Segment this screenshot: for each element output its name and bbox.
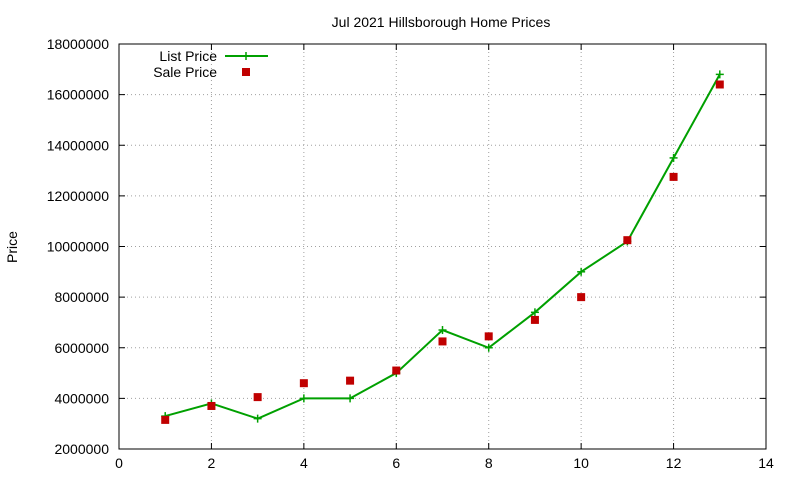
list-price-point bbox=[530, 308, 539, 317]
sale-price-point bbox=[161, 415, 170, 424]
x-tick-label: 14 bbox=[758, 455, 774, 471]
x-tick-label: 12 bbox=[666, 455, 682, 471]
y-tick-label: 6000000 bbox=[54, 340, 109, 356]
sale-price-point bbox=[530, 315, 539, 324]
axis-ticks: 0 2 4 6 8 10 12 14 2000000 4000000 6000000 8000000 1… bbox=[47, 36, 774, 471]
y-tick-label: 12000000 bbox=[47, 188, 110, 204]
y-tick-label: 18000000 bbox=[47, 36, 110, 52]
list-price-point bbox=[299, 394, 308, 403]
list-price-point bbox=[484, 343, 493, 352]
list-price-point bbox=[715, 70, 724, 79]
sale-price-point bbox=[715, 80, 724, 89]
x-tick-label: 4 bbox=[300, 455, 308, 471]
grid bbox=[119, 44, 766, 449]
sale-price-point bbox=[253, 393, 262, 402]
list-price-point bbox=[577, 267, 586, 276]
sale-price-point bbox=[623, 236, 632, 245]
y-tick-label: 2000000 bbox=[54, 441, 109, 457]
x-tick-label: 2 bbox=[208, 455, 216, 471]
sale-price-point bbox=[392, 366, 401, 375]
x-tick-label: 8 bbox=[485, 455, 493, 471]
sale-price-point bbox=[299, 379, 308, 388]
list-price-point bbox=[346, 394, 355, 403]
sale-price-point bbox=[346, 376, 355, 385]
y-tick-label: 4000000 bbox=[54, 390, 109, 406]
plot-frame bbox=[118, 43, 767, 450]
x-tick-label: 0 bbox=[115, 455, 123, 471]
legend-label: List Price bbox=[159, 48, 217, 64]
list-price-point bbox=[253, 414, 262, 423]
sale-price-point bbox=[484, 332, 493, 341]
sale-price-point bbox=[438, 337, 447, 346]
y-tick-label: 16000000 bbox=[47, 87, 110, 103]
sale-price-point bbox=[207, 401, 216, 410]
legend-swatch-square bbox=[242, 68, 250, 76]
list-price-line bbox=[164, 73, 721, 420]
legend-swatch-cross bbox=[242, 52, 250, 60]
x-tick-label: 10 bbox=[573, 455, 589, 471]
x-tick-label: 6 bbox=[392, 455, 400, 471]
list-price-point bbox=[669, 153, 678, 162]
y-tick-label: 10000000 bbox=[47, 239, 110, 255]
series bbox=[161, 70, 724, 424]
y-axis-label: Price bbox=[4, 231, 20, 263]
y-tick-label: 14000000 bbox=[47, 137, 110, 153]
sale-price-point bbox=[577, 293, 586, 302]
series-sale-price bbox=[161, 80, 724, 424]
list-price-point bbox=[438, 326, 447, 335]
chart-title: Jul 2021 Hillsborough Home Prices bbox=[332, 14, 551, 30]
y-tick-label: 8000000 bbox=[54, 289, 109, 305]
legend-label: Sale Price bbox=[153, 64, 217, 80]
sale-price-point bbox=[669, 172, 678, 181]
